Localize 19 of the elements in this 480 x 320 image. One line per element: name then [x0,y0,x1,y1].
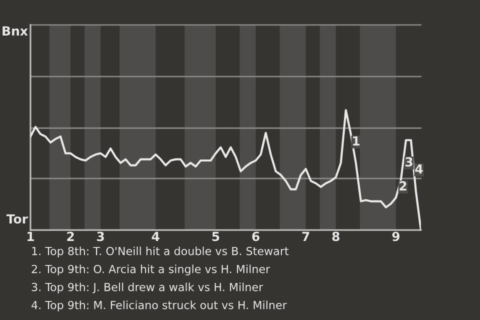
text: 3. Top 9th: J. Bell drew a walk vs H. Milner [32,282,264,294]
annotation: 3 [405,157,412,167]
x-tick-label: 1 [28,232,34,241]
text: Tor [6,214,28,224]
x-tick-label: 7 [302,232,310,241]
x-tick-label: 2 [67,232,74,241]
text: Bnx [2,26,28,36]
x-tick-label: 4 [152,232,160,241]
text: 4. Top 9th: M. Feliciano struck out vs H. Milner [32,300,287,312]
text: 2. Top 9th: O. Arcia hit a single vs H. Milner [32,264,270,276]
x-tick-label: 8 [332,232,340,242]
x-tick-label: 9 [392,232,400,242]
x-tick-label: 6 [252,232,260,242]
x-tick-label: 5 [212,232,220,242]
text: 1. Top 8th: T. O'Neill hit a double vs B. Stewart [32,246,289,258]
x-tick-label: 3 [97,232,104,242]
annotation: 4 [415,164,423,174]
annotation: 1 [353,136,360,146]
annotation: 2 [400,181,406,190]
